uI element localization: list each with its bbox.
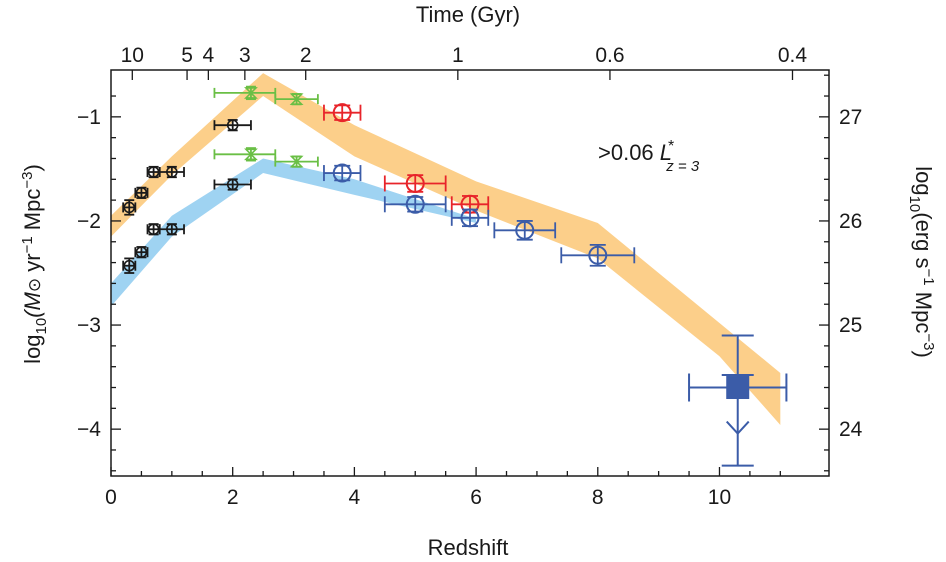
data-point xyxy=(213,178,252,191)
top-tick-label: 2 xyxy=(300,44,312,67)
band-uncorrected xyxy=(111,158,477,307)
y-right-mid: Mpc xyxy=(911,286,936,334)
y-tick-label-right: 26 xyxy=(839,210,862,233)
y-tick-label-left: −2 xyxy=(77,210,101,233)
data-point xyxy=(134,186,149,199)
y-axis-title-right: log10(erg s−1 Mpc−3) xyxy=(906,166,937,358)
x-tick-label: 4 xyxy=(349,486,361,509)
y-left-sup2: −3 xyxy=(19,172,36,189)
y-left-mid2: Mpc xyxy=(20,189,45,237)
annotation-prefix: >0.06 xyxy=(598,140,660,165)
upper-limit-arrow xyxy=(725,420,750,435)
data-point xyxy=(383,194,447,214)
data-point xyxy=(134,246,149,259)
y-left-open: (M xyxy=(20,291,45,317)
special-point xyxy=(688,334,788,467)
top-axis-title: Time (Gyr) xyxy=(416,2,520,27)
point-marker xyxy=(588,245,608,265)
point-marker xyxy=(515,220,535,240)
data-point xyxy=(383,173,447,193)
y-right-prefix: log xyxy=(911,166,936,195)
y-tick-label-right: 27 xyxy=(839,106,862,129)
data-point xyxy=(560,243,636,267)
luminosity-annotation: >0.06 L* z = 3 xyxy=(598,138,700,175)
data-point xyxy=(323,103,362,123)
point-marker xyxy=(332,103,352,123)
data-point xyxy=(158,223,185,236)
x-tick-label: 2 xyxy=(227,486,239,509)
y-axis-title-left: log10(M⊙ yr−1 Mpc−3) xyxy=(19,164,50,364)
annotation-L: L xyxy=(660,140,672,165)
points-layer xyxy=(122,85,788,467)
y-right-sub: 10 xyxy=(906,196,923,213)
plot-frame xyxy=(110,69,830,477)
point-marker xyxy=(166,223,178,236)
point-marker xyxy=(226,178,239,191)
point-marker xyxy=(135,187,148,199)
point-marker xyxy=(460,208,480,228)
data-point xyxy=(323,163,362,183)
x-tick-label: 10 xyxy=(708,486,731,509)
y-tick-label-left: −4 xyxy=(77,418,101,441)
point-marker xyxy=(405,194,425,214)
y-right-sup1: −1 xyxy=(920,269,937,286)
y-left-close: ) xyxy=(20,164,45,171)
point-marker xyxy=(123,201,136,214)
data-point xyxy=(213,147,277,162)
y-tick-label-left: −3 xyxy=(77,314,101,337)
point-marker xyxy=(226,119,239,131)
y-left-mid: yr xyxy=(20,253,45,277)
top-tick-label: 10 xyxy=(121,44,144,67)
y-left-sup1: −1 xyxy=(19,236,36,253)
data-point xyxy=(274,155,319,168)
y-left-sun: ⊙ xyxy=(25,278,44,292)
point-marker xyxy=(166,166,178,178)
x-tick-label: 8 xyxy=(592,486,604,509)
data-point xyxy=(213,119,252,132)
y-tick-label-right: 24 xyxy=(839,418,863,441)
point-marker xyxy=(289,155,304,168)
y-tick-label-left: −1 xyxy=(77,106,101,129)
annotation-sub: z = 3 xyxy=(665,158,700,175)
x-tick-label: 6 xyxy=(470,486,482,509)
top-tick-label: 0.6 xyxy=(595,44,624,67)
top-tick-label: 3 xyxy=(239,44,251,67)
data-point xyxy=(158,165,185,179)
y-left-prefix: log xyxy=(20,334,45,363)
point-marker xyxy=(244,87,258,99)
top-tick-label: 5 xyxy=(181,44,193,67)
data-point xyxy=(146,223,161,236)
y-right-sup2: −3 xyxy=(920,333,937,350)
point-marker xyxy=(123,259,136,272)
point-marker xyxy=(244,148,258,161)
x-tick-label: 0 xyxy=(105,486,117,509)
bands-layer xyxy=(111,73,781,425)
data-point xyxy=(146,165,161,179)
point-marker xyxy=(147,166,160,178)
annotation-star: * xyxy=(668,138,674,155)
point-marker xyxy=(332,163,352,183)
data-point xyxy=(122,199,137,216)
point-marker xyxy=(405,173,425,193)
top-tick-label: 1 xyxy=(452,44,464,67)
x-axis-title: Redshift xyxy=(428,535,509,560)
data-point xyxy=(122,257,137,274)
band-dust-corrected xyxy=(111,73,781,425)
point-marker xyxy=(135,246,148,258)
point-marker xyxy=(147,223,160,236)
y-tick-label-right: 25 xyxy=(839,314,862,337)
data-point xyxy=(493,220,557,241)
y-right-close: ) xyxy=(911,350,936,357)
point-marker xyxy=(289,93,304,105)
y-left-sub: 10 xyxy=(33,318,50,335)
data-point xyxy=(274,93,319,106)
data-point xyxy=(450,208,490,228)
top-tick-label: 4 xyxy=(203,44,215,67)
y-right-open: (erg s xyxy=(911,212,936,268)
special-marker-square xyxy=(726,376,750,400)
top-tick-label: 0.4 xyxy=(778,44,808,67)
